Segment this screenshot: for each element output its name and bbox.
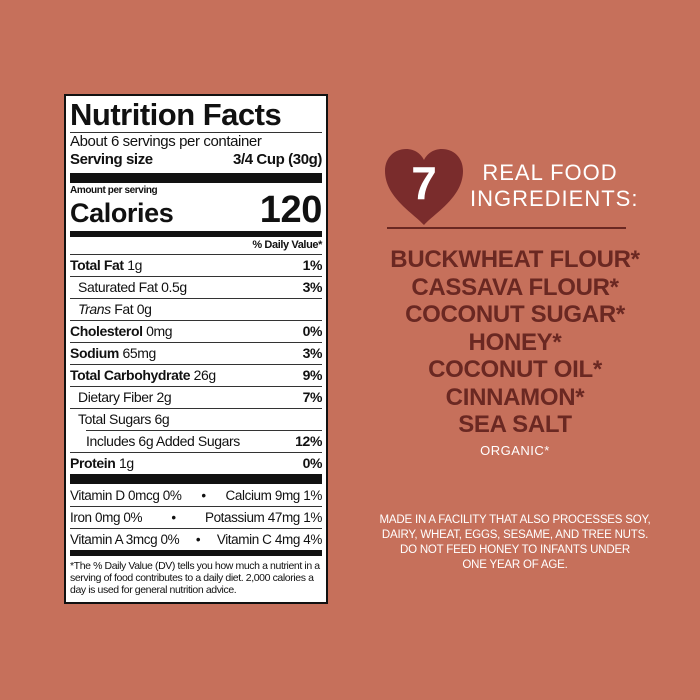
thick-divider bbox=[70, 231, 322, 237]
nutrition-facts-label: Nutrition Facts About 6 servings per con… bbox=[64, 94, 328, 604]
daily-value-footnote: *The % Daily Value (DV) tells you how mu… bbox=[70, 560, 320, 596]
nutrient-row: Saturated Fat 0.5g 3% bbox=[70, 277, 322, 299]
heading-divider bbox=[387, 227, 626, 229]
heading-line: INGREDIENTS: bbox=[470, 186, 639, 211]
nutrient-row: Total Carbohydrate 26g 9% bbox=[70, 365, 322, 387]
nutrient-amount: 2g bbox=[156, 389, 172, 405]
ingredients-heading: REAL FOOD INGREDIENTS: bbox=[470, 160, 639, 212]
nutrient-name: Cholesterol bbox=[70, 323, 143, 339]
nutrient-dv: 7% bbox=[302, 389, 323, 405]
allergen-warning: MADE IN A FACILITY THAT ALSO PROCESSES S… bbox=[350, 513, 680, 573]
servings-per-container: About 6 servings per container bbox=[70, 133, 262, 150]
nutrient-name: Saturated Fat bbox=[78, 279, 158, 295]
nutrition-title: Nutrition Facts bbox=[70, 97, 282, 132]
nutrient-row: Total Sugars 6g bbox=[70, 409, 322, 430]
ingredient-item: HONEY* bbox=[468, 328, 562, 356]
nutrient-row: Protein 1g 0% bbox=[70, 453, 322, 474]
vitamin-left: Iron 0mg 0% bbox=[70, 510, 143, 525]
nutrient-name: Total Sugars bbox=[78, 411, 152, 427]
calories-label: Calories bbox=[70, 198, 174, 228]
daily-value-header: % Daily Value* bbox=[70, 237, 322, 255]
nutrient-row: Cholesterol 0mg 0% bbox=[70, 321, 322, 343]
heart-icon bbox=[385, 149, 463, 225]
nutrient-row: Dietary Fiber 2g 7% bbox=[70, 387, 322, 409]
nutrient-amount: 65mg bbox=[122, 345, 156, 361]
nutrient-dv: 12% bbox=[295, 433, 322, 449]
nutrient-dv: 9% bbox=[302, 367, 323, 383]
ingredient-item: BUCKWHEAT FLOUR* bbox=[390, 246, 640, 273]
nutrient-dv: 3% bbox=[302, 279, 323, 295]
nutrient-row: Includes 6g Added Sugars 12% bbox=[70, 431, 322, 453]
thick-divider bbox=[70, 173, 322, 183]
ingredient-item: CASSAVA FLOUR* bbox=[411, 273, 619, 301]
thick-divider bbox=[70, 550, 322, 556]
vitamin-right: Potassium 47mg 1% bbox=[204, 510, 322, 525]
vitamin-row: Vitamin D 0mcg 0% • Calcium 9mg 1% bbox=[70, 485, 322, 507]
serving-size-label: Serving size bbox=[70, 151, 153, 168]
vitamin-left: Vitamin A 3mcg 0% bbox=[70, 532, 180, 547]
amount-per-serving: Amount per serving bbox=[70, 185, 158, 196]
calories-row: Calories 120 bbox=[70, 191, 322, 229]
nutrient-amount: 0g bbox=[136, 301, 152, 317]
vitamin-row: Iron 0mg 0% • Potassium 47mg 1% bbox=[70, 507, 322, 529]
warning-line: DAIRY, WHEAT, EGGS, SESAME, AND TREE NUT… bbox=[381, 529, 649, 541]
bullet: • bbox=[171, 510, 176, 525]
nutrient-dv: 0% bbox=[302, 455, 323, 471]
nutrient-amount: 26g bbox=[193, 367, 217, 383]
nutrient-name: Sodium bbox=[70, 345, 119, 361]
nutrient-name-italic: Trans bbox=[78, 301, 111, 317]
warning-line: MADE IN A FACILITY THAT ALSO PROCESSES S… bbox=[379, 514, 651, 526]
warning-line: ONE YEAR OF AGE. bbox=[462, 559, 568, 571]
calories-value: 120 bbox=[259, 189, 323, 231]
serving-size: Serving size 3/4 Cup (30g) bbox=[70, 151, 322, 169]
nutrient-amount: 1g bbox=[118, 455, 134, 471]
ingredients-list: BUCKWHEAT FLOUR* CASSAVA FLOUR* COCONUT … bbox=[360, 246, 670, 439]
nutrient-amount: 6g bbox=[154, 411, 170, 427]
vitamin-right: Calcium 9mg 1% bbox=[225, 488, 323, 503]
nutrient-dv: 0% bbox=[302, 323, 323, 339]
vitamin-row: Vitamin A 3mcg 0% • Vitamin C 4mg 4% bbox=[70, 529, 322, 550]
nutrient-row: Trans Fat 0g bbox=[70, 299, 322, 321]
ingredient-item: SEA SALT bbox=[458, 411, 572, 438]
nutrient-name: Fat bbox=[114, 301, 134, 317]
warning-line: DO NOT FEED HONEY TO INFANTS UNDER bbox=[399, 544, 631, 556]
nutrient-amount: 0.5g bbox=[161, 279, 187, 295]
organic-note: ORGANIC* bbox=[480, 443, 550, 458]
nutrient-name: Dietary Fiber bbox=[78, 389, 153, 405]
nutrient-name: Includes 6g Added Sugars bbox=[86, 433, 240, 449]
nutrient-name: Total Carbohydrate bbox=[70, 367, 191, 383]
vitamin-right: Vitamin C 4mg 4% bbox=[216, 532, 323, 547]
bullet: • bbox=[195, 532, 201, 547]
nutrient-dv: 1% bbox=[302, 257, 323, 273]
nutrient-name: Total Fat bbox=[70, 257, 124, 273]
ingredient-item: COCONUT SUGAR* bbox=[405, 301, 625, 328]
nutrient-amount: 1g bbox=[127, 257, 142, 273]
ingredient-count: 7 bbox=[411, 157, 437, 209]
nutrient-dv: 3% bbox=[302, 345, 323, 361]
ingredient-item: CINNAMON* bbox=[445, 383, 585, 411]
nutrient-name: Protein bbox=[70, 455, 116, 471]
bullet: • bbox=[201, 488, 206, 503]
thick-divider bbox=[70, 474, 322, 484]
heading-line: REAL FOOD bbox=[482, 160, 618, 185]
serving-size-value: 3/4 Cup (30g) bbox=[233, 151, 322, 168]
nutrient-row: Total Fat 1g 1% bbox=[70, 255, 322, 277]
vitamin-left: Vitamin D 0mcg 0% bbox=[70, 488, 182, 503]
nutrient-row: Sodium 65mg 3% bbox=[70, 343, 322, 365]
ingredient-item: COCONUT OIL* bbox=[428, 356, 602, 383]
nutrient-amount: 0mg bbox=[146, 323, 173, 339]
